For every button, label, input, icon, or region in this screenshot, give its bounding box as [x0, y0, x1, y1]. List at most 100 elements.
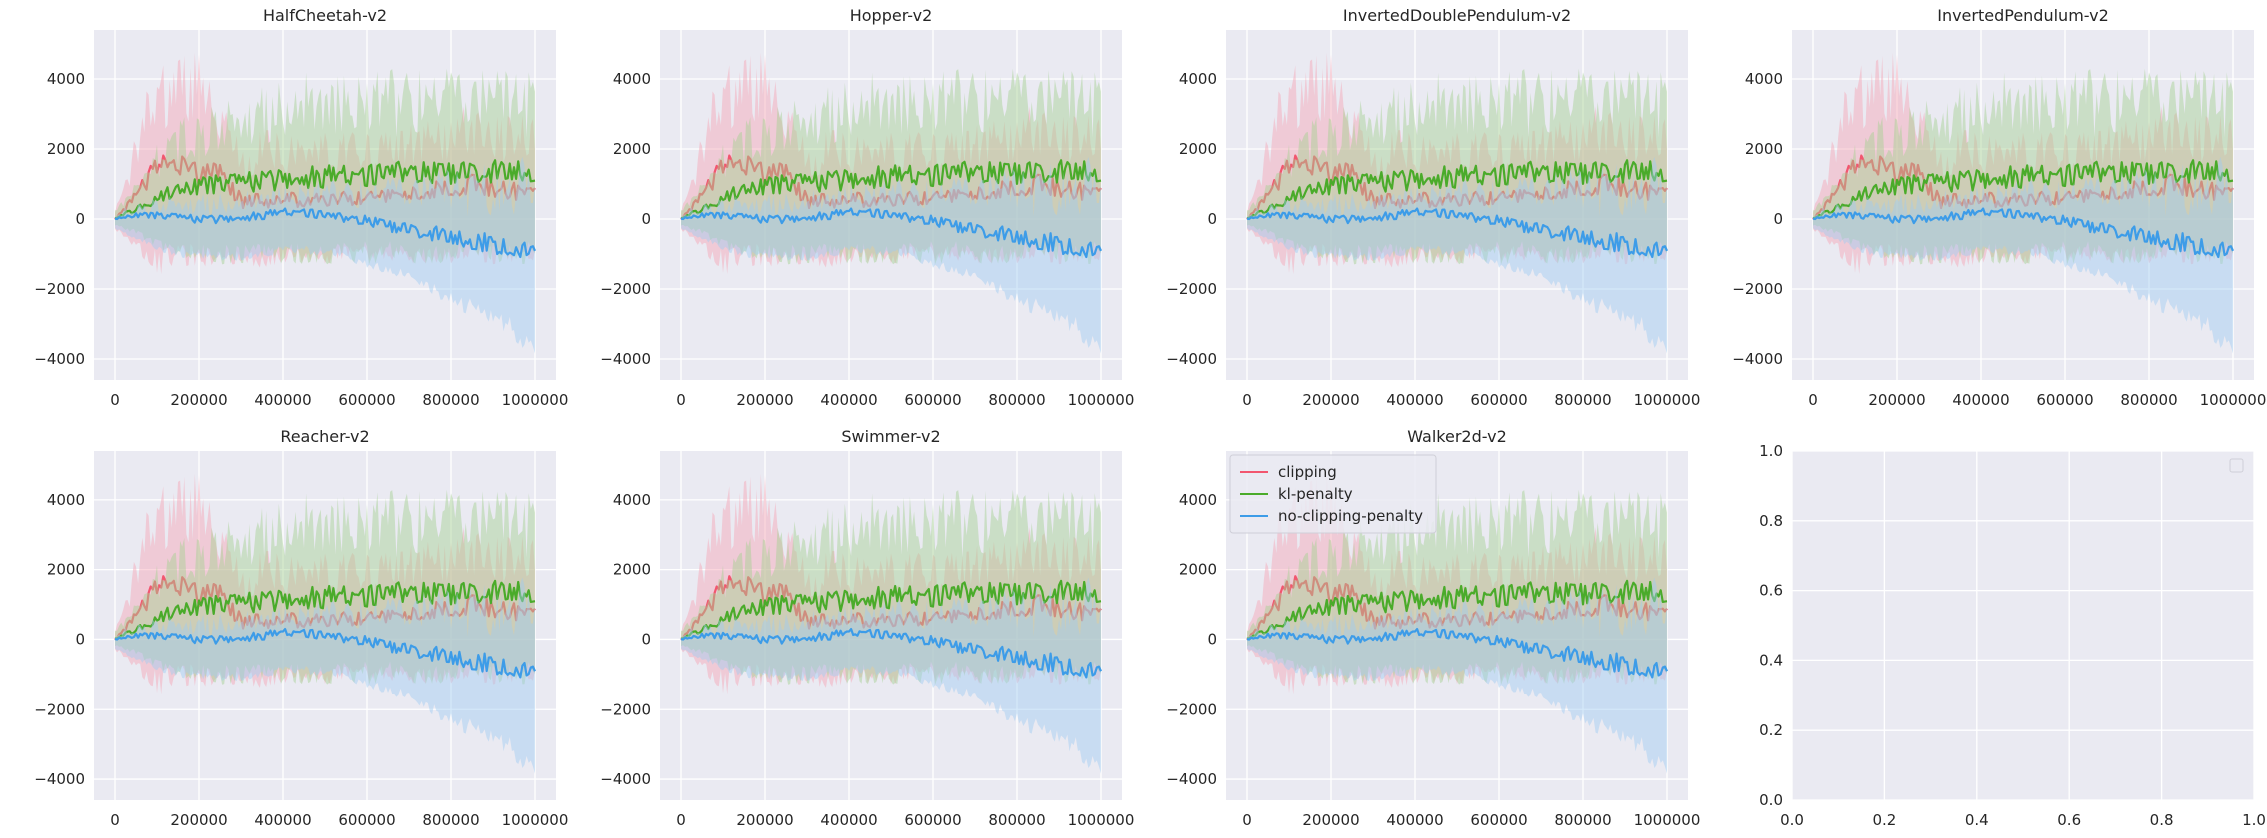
x-tick-label: 1000000: [1634, 811, 1701, 829]
subplot-reacher-v2: 0 200000 400000 600000 800000 1000000 −4000 −20…: [34, 427, 568, 829]
x-tick-label: 1000000: [502, 391, 569, 409]
x-tick-label: 600000: [338, 391, 395, 409]
x-tick-label: 400000: [254, 391, 311, 409]
x-tick-label: 800000: [422, 811, 479, 829]
x-tick-label: 800000: [422, 391, 479, 409]
line-clipping: [680, 154, 1102, 221]
x-tick-label: 200000: [1868, 391, 1925, 409]
x-tick-label: 400000: [820, 811, 877, 829]
series-group: [680, 52, 1103, 354]
y-tick-label: −4000: [1732, 350, 1783, 368]
x-tick-label: 800000: [1554, 391, 1611, 409]
x-tick-label: 1000000: [1068, 391, 1135, 409]
line-no-clipping-penalty: [680, 207, 1103, 259]
y-tick-label: 0: [641, 210, 651, 228]
x-tick-label: 1000000: [1068, 811, 1135, 829]
y-tick-label: 0.4: [1759, 651, 1783, 669]
line-no-clipping-penalty: [114, 627, 537, 679]
subplot-empty-7: 0.0 0.2 0.4 0.6 0.8 1.0 0.0 0.2 0.4 0.6 0.8 1.0: [1759, 442, 2266, 829]
line-no-clipping-penalty: [680, 627, 1103, 679]
band-no-clipping-penalty: [115, 577, 535, 774]
x-tick-label: 800000: [988, 391, 1045, 409]
line-clipping: [1812, 154, 2234, 221]
y-tick-label: −2000: [1732, 280, 1783, 298]
x-tick-label: 0.4: [1965, 811, 1989, 829]
legend-label-clipping: clipping: [1278, 463, 1337, 481]
y-tick-label: −2000: [1166, 280, 1217, 298]
subplot-halfcheetah-v2: 0 200000 400000 600000 800000 1000000 −4000 −20…: [34, 6, 568, 409]
band-clipping: [115, 473, 535, 695]
x-tick-label: 200000: [1302, 811, 1359, 829]
subplot-title: InvertedPendulum-v2: [1937, 6, 2109, 25]
x-tick-label: 0: [1242, 391, 1252, 409]
series-group: [1812, 52, 2235, 354]
line-clipping: [1246, 575, 1668, 641]
x-tick-label: 0: [110, 391, 120, 409]
x-tick-label: 600000: [1470, 391, 1527, 409]
band-clipping: [115, 52, 535, 274]
x-tick-label: 600000: [904, 811, 961, 829]
x-tick-label: 0: [676, 391, 686, 409]
x-tick-label: 0.0: [1780, 811, 1804, 829]
x-tick-label: 200000: [736, 391, 793, 409]
subplot-title: HalfCheetah-v2: [263, 6, 387, 25]
x-tick-label: 400000: [1386, 811, 1443, 829]
subplot-swimmer-v2: 0 200000 400000 600000 800000 1000000 −4000 −20…: [600, 427, 1134, 829]
series-group: [1246, 52, 1669, 354]
x-tick-label: 200000: [170, 811, 227, 829]
series-group: [680, 473, 1103, 774]
line-no-clipping-penalty: [1246, 207, 1669, 259]
line-no-clipping-penalty: [1246, 627, 1669, 679]
y-tick-label: 2000: [47, 140, 85, 158]
x-tick-label: 600000: [338, 811, 395, 829]
line-clipping: [1246, 154, 1668, 221]
legend: clipping kl-penalty no-clipping-penalty: [1229, 454, 1437, 534]
x-tick-label: 0.8: [2150, 811, 2174, 829]
band-no-clipping-penalty: [681, 577, 1101, 774]
y-tick-label: 1.0: [1759, 442, 1783, 460]
y-tick-label: 4000: [47, 70, 85, 88]
x-tick-label: 800000: [1554, 811, 1611, 829]
y-tick-label: 0: [75, 630, 85, 648]
subplot-invertedpendulum-v2: 0 200000 400000 600000 800000 1000000 −4000 −20…: [1732, 6, 2266, 409]
band-clipping: [1247, 52, 1667, 274]
band-clipping: [1247, 473, 1667, 695]
subplot-title: Swimmer-v2: [841, 427, 940, 446]
line-clipping: [114, 154, 536, 221]
band-clipping: [681, 473, 1101, 695]
x-tick-label: 800000: [988, 811, 1045, 829]
x-tick-label: 200000: [1302, 391, 1359, 409]
y-tick-label: 0.6: [1759, 582, 1783, 600]
y-tick-label: 0.0: [1759, 791, 1783, 809]
band-no-clipping-penalty: [1813, 156, 2233, 354]
band-clipping: [681, 52, 1101, 274]
plot-area: [1226, 30, 1688, 380]
y-tick-label: 0.8: [1759, 512, 1783, 530]
line-kl-penalty: [680, 159, 1102, 220]
y-tick-label: 4000: [613, 491, 651, 509]
x-tick-label: 200000: [736, 811, 793, 829]
line-no-clipping-penalty: [1812, 207, 2235, 259]
y-tick-label: −4000: [1166, 350, 1217, 368]
y-tick-label: −4000: [1166, 770, 1217, 788]
x-tick-label: 400000: [1952, 391, 2009, 409]
y-tick-label: 4000: [1179, 491, 1217, 509]
y-tick-label: −2000: [34, 280, 85, 298]
y-tick-label: 2000: [1745, 140, 1783, 158]
y-tick-label: 4000: [613, 70, 651, 88]
x-tick-label: 800000: [2120, 391, 2177, 409]
x-tick-label: 0.2: [1872, 811, 1896, 829]
line-kl-penalty: [1246, 159, 1668, 220]
series-group: [114, 52, 537, 354]
x-tick-label: 1000000: [2200, 391, 2267, 409]
y-tick-label: 2000: [613, 561, 651, 579]
x-tick-label: 0: [110, 811, 120, 829]
x-tick-label: 200000: [170, 391, 227, 409]
line-kl-penalty: [114, 159, 536, 220]
x-tick-label: 400000: [820, 391, 877, 409]
subplot-hopper-v2: 0 200000 400000 600000 800000 1000000 −4000 −20…: [600, 6, 1134, 409]
y-tick-label: −2000: [34, 700, 85, 718]
x-tick-label: 1.0: [2242, 811, 2266, 829]
series-group: [114, 473, 537, 774]
line-no-clipping-penalty: [114, 207, 537, 259]
